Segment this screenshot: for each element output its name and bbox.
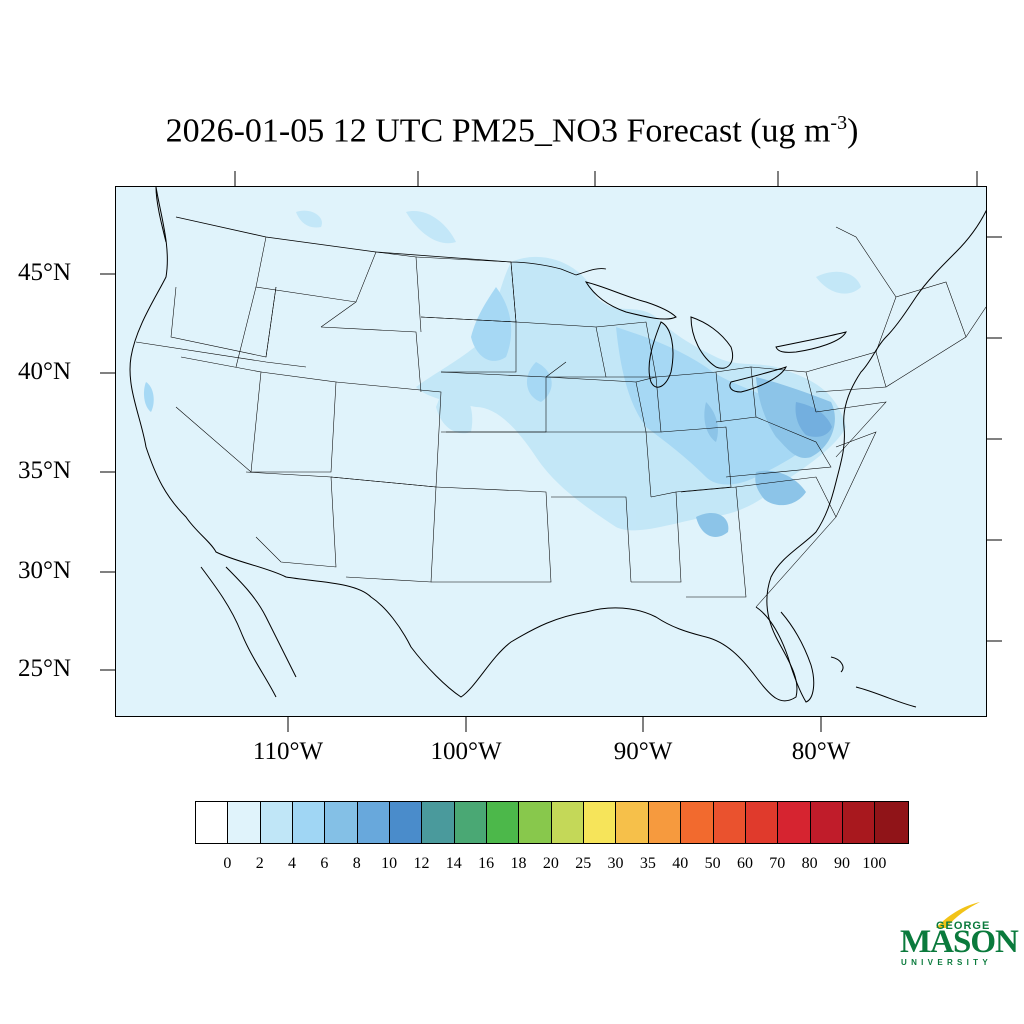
map-panel [115, 186, 987, 717]
colorbar-swatch [616, 802, 649, 843]
colorbar-swatch [487, 802, 520, 843]
colorbar-tick-label: 16 [478, 855, 495, 872]
colorbar-tick-label: 2 [255, 855, 264, 872]
colorbar-swatch [745, 802, 779, 843]
boundaries [129, 187, 986, 708]
colorbar-tick-label: 25 [575, 855, 592, 872]
colorbar-swatch [551, 802, 585, 843]
map-title: 2026-01-05 12 UTC PM25_NO3 Forecast (ug … [165, 112, 859, 150]
colorbar-swatch [713, 802, 746, 843]
colorbar-tick-label: 14 [445, 855, 462, 872]
colorbar-swatch [778, 802, 811, 843]
colorbar-swatch [422, 802, 455, 843]
lon-label-100: 100°W [430, 738, 502, 765]
colorbar-tick-label: 50 [704, 855, 721, 872]
lat-label-30: 30°N [18, 557, 72, 584]
logo-swoosh-icon [936, 902, 980, 928]
colorbar-swatch [293, 802, 326, 843]
lon-label-80: 80°W [791, 738, 851, 765]
colorbar [195, 801, 909, 844]
colorbar-swatch [519, 802, 552, 843]
colorbar-swatch [454, 802, 488, 843]
colorbar-tick-label: 6 [320, 855, 329, 872]
colorbar-swatch [681, 802, 714, 843]
colorbar-swatch [357, 802, 391, 843]
colorbar-tick-label: 0 [223, 855, 232, 872]
lat-label-35: 35°N [18, 457, 72, 484]
lat-label-25: 25°N [18, 655, 72, 682]
colorbar-swatch [584, 802, 617, 843]
colorbar-swatch [325, 802, 358, 843]
colorbar-swatch [810, 802, 843, 843]
colorbar-swatch [875, 802, 908, 843]
colorbar-tick-label: 18 [510, 855, 527, 872]
lon-label-110: 110°W [252, 738, 324, 765]
concentration-field [143, 210, 861, 537]
colorbar-tick-label: 35 [639, 855, 656, 872]
us-map [129, 187, 986, 708]
colorbar-tick-label: 20 [542, 855, 559, 872]
lat-label-45: 45°N [18, 259, 72, 286]
lat-label-40: 40°N [18, 358, 72, 385]
colorbar-tick-label: 70 [769, 855, 786, 872]
colorbar-tick-label: 60 [736, 855, 753, 872]
gmu-logo: GEORGE MASON UNIVERSITY [898, 900, 1019, 970]
colorbar-swatch [842, 802, 876, 843]
colorbar-swatch [648, 802, 682, 843]
colorbar-tick-label: 90 [834, 855, 850, 872]
colorbar-swatch [196, 802, 229, 843]
colorbar-tick-label: 4 [288, 855, 297, 872]
lon-label-90: 90°W [613, 738, 673, 765]
colorbar-labels: 0 2 4 6 8 10 12 14 16 18 20 25 30 35 40 50 60 70 80 90 100 [0, 855, 1024, 879]
colorbar-swatch [260, 802, 294, 843]
colorbar-swatch [228, 802, 261, 843]
colorbar-tick-label: 100 [862, 855, 887, 872]
colorbar-tick-label: 80 [801, 855, 818, 872]
colorbar-tick-label: 30 [607, 855, 624, 872]
colorbar-tick-label: 8 [352, 855, 361, 872]
colorbar-tick-label: 12 [413, 855, 430, 872]
colorbar-tick-label: 10 [381, 855, 398, 872]
colorbar-tick-label: 40 [672, 855, 689, 872]
colorbar-swatch [390, 802, 423, 843]
